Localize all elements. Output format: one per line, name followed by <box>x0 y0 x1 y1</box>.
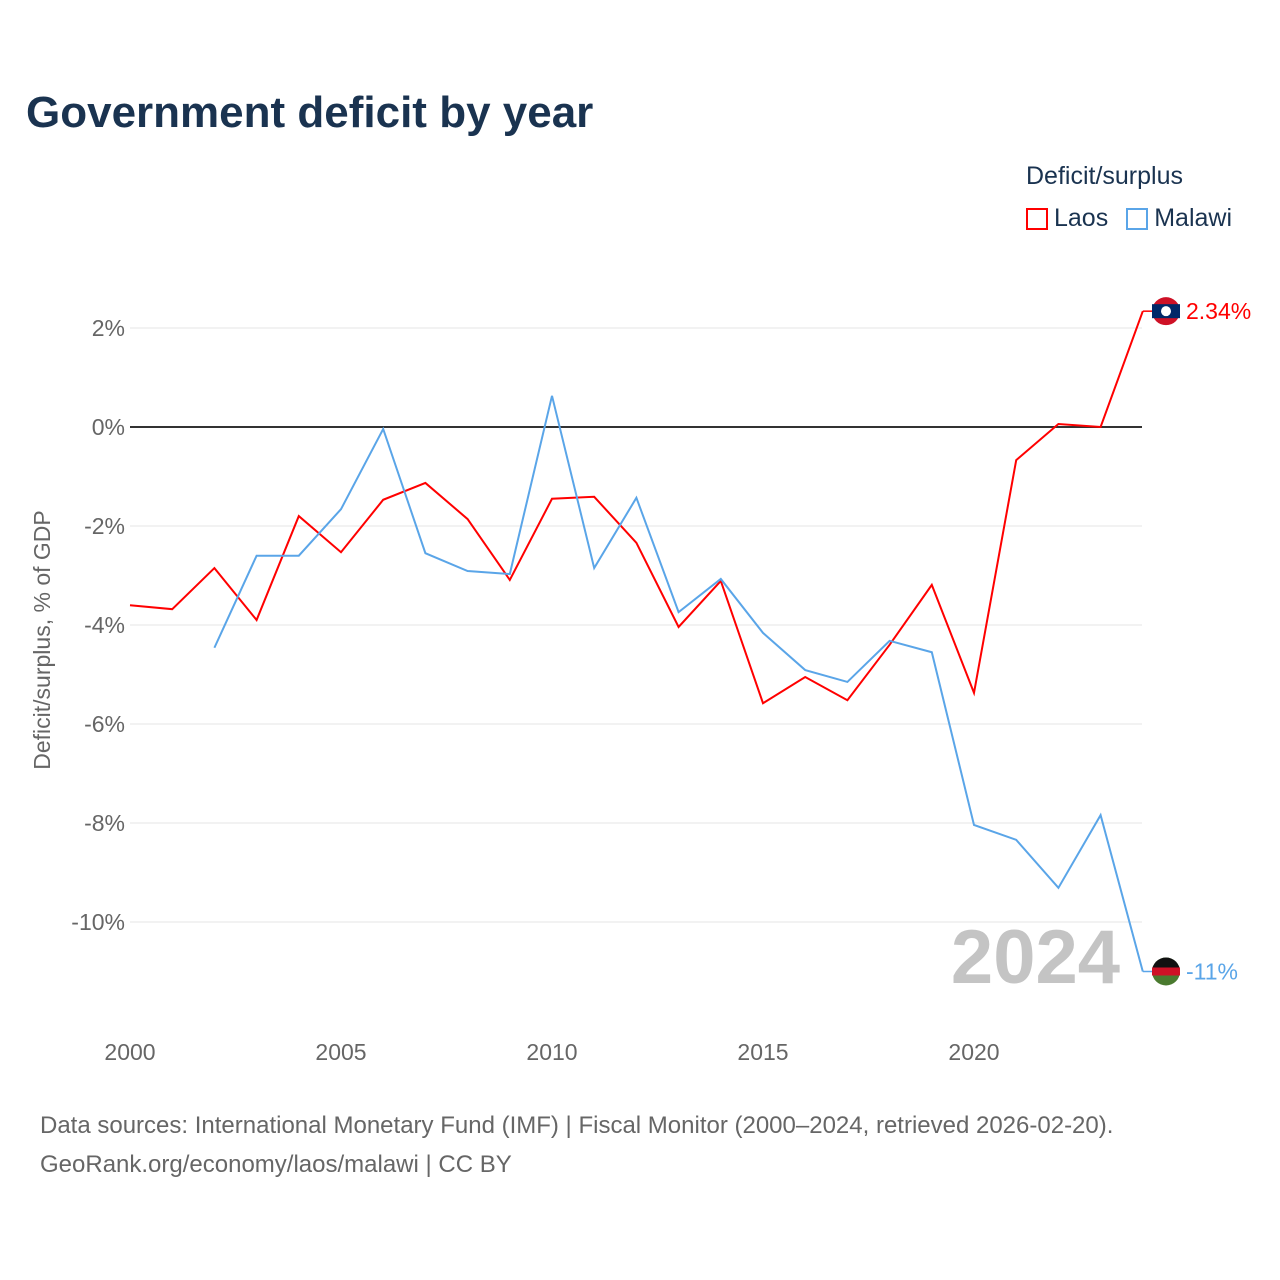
x-tick-label: 2005 <box>315 1039 366 1065</box>
end-value-label: -11% <box>1186 959 1238 985</box>
y-tick-label: -2% <box>84 513 125 539</box>
end-value-label: 2.34% <box>1186 298 1251 324</box>
legend-item-laos[interactable]: Laos <box>1026 204 1108 233</box>
legend-label: Malawi <box>1154 204 1233 232</box>
y-tick-label: -10% <box>71 909 125 935</box>
y-tick-label: -6% <box>84 711 125 737</box>
legend-swatch-malawi <box>1126 207 1149 230</box>
legend-label: Laos <box>1054 204 1109 232</box>
y-tick-label: 2% <box>92 315 125 341</box>
y-tick-label: -8% <box>84 810 125 836</box>
chart-title: Government deficit by year <box>26 88 594 137</box>
x-tick-label: 2020 <box>948 1039 999 1065</box>
laos-flag-disc <box>1161 306 1171 317</box>
year-watermark: 2024 <box>951 915 1120 1000</box>
source-line-1: Data sources: International Monetary Fun… <box>40 1112 1114 1139</box>
malawi-flag-red <box>1152 967 1180 976</box>
series-line-malawi <box>213 395 1144 972</box>
x-tick-label: 2000 <box>104 1039 155 1065</box>
y-axis-label: Deficit/surplus, % of GDP <box>29 510 55 769</box>
source-note: Data sources: International Monetary Fun… <box>40 1106 1113 1184</box>
legend: Laos Malawi <box>1026 204 1232 233</box>
legend-item-malawi[interactable]: Malawi <box>1126 204 1232 233</box>
y-tick-label: 0% <box>92 414 125 440</box>
source-line-2[interactable]: GeoRank.org/economy/laos/malawi | CC BY <box>40 1151 512 1178</box>
legend-title: Deficit/surplus <box>1026 162 1183 190</box>
series-line-laos <box>129 310 1144 705</box>
x-tick-label: 2015 <box>737 1039 788 1065</box>
y-tick-label: -4% <box>84 612 125 638</box>
legend-swatch-laos <box>1026 207 1048 230</box>
x-tick-label: 2010 <box>526 1039 577 1065</box>
